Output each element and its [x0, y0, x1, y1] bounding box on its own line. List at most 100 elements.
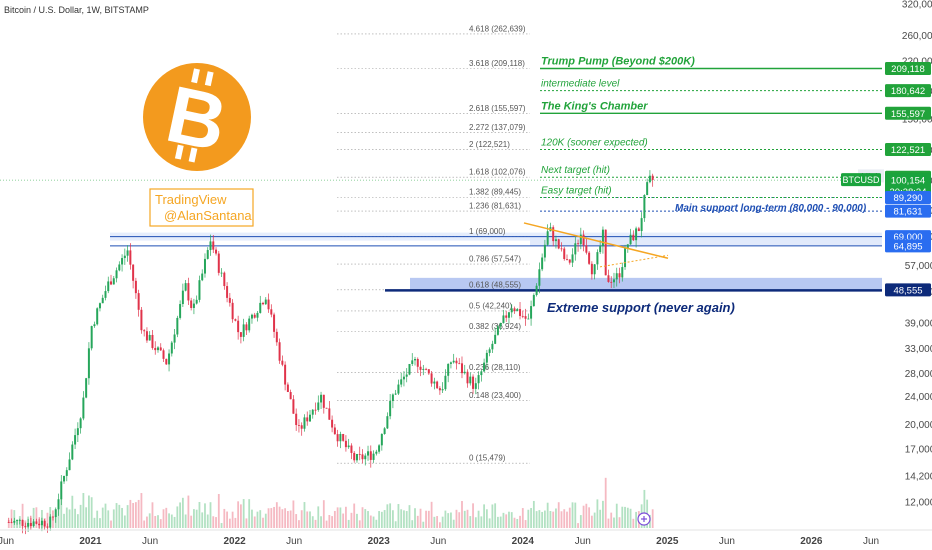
volume-bar — [104, 503, 107, 528]
candle-body — [397, 384, 400, 394]
candle-body — [436, 381, 439, 389]
candle-body — [74, 435, 77, 445]
candle-body — [599, 246, 602, 253]
candle-body — [347, 445, 350, 448]
candle — [557, 238, 560, 250]
volume-bar — [347, 519, 350, 528]
volume-bar — [358, 520, 361, 528]
volume-bar — [96, 510, 99, 528]
candle-body — [333, 427, 336, 435]
candle — [648, 170, 651, 184]
volume-bar — [209, 502, 212, 528]
volume-bar — [32, 507, 35, 528]
volume-bar — [546, 502, 549, 528]
volume-bar — [322, 500, 325, 528]
candle — [320, 391, 323, 409]
candle — [554, 235, 557, 249]
candle-body — [339, 434, 342, 442]
candle — [521, 310, 524, 319]
candle-body — [21, 519, 24, 526]
chart-title: Bitcoin / U.S. Dollar, 1W, BITSTAMP — [4, 5, 149, 15]
volume-bar — [422, 521, 425, 528]
volume-bar — [433, 516, 436, 528]
candle — [507, 311, 510, 324]
candle — [416, 357, 419, 373]
candle — [615, 267, 618, 287]
candle — [643, 194, 646, 222]
candle — [402, 371, 405, 387]
candle — [101, 294, 104, 304]
candle — [228, 292, 231, 307]
candle — [96, 307, 99, 326]
candle — [234, 318, 237, 322]
candle-body — [383, 428, 386, 434]
candle-body — [400, 379, 403, 385]
candle — [436, 380, 439, 390]
volume-bar — [267, 508, 270, 528]
candle-body — [65, 470, 68, 476]
volume-bar — [148, 513, 151, 528]
volume-bar — [90, 497, 93, 528]
candle — [264, 297, 267, 305]
tag-48555: 48,555 — [893, 285, 922, 296]
candle-body — [615, 273, 618, 280]
candle-body — [85, 378, 88, 398]
tag-64895: 64,895 — [893, 241, 922, 252]
volume-bar — [317, 506, 320, 528]
y-tick-label: 24,000 — [905, 392, 932, 403]
volume-bar — [380, 511, 383, 528]
candle-body — [427, 369, 430, 374]
candle-body — [96, 308, 99, 325]
candle — [369, 445, 372, 468]
candle — [604, 229, 607, 276]
candle — [63, 475, 66, 484]
candle — [267, 293, 270, 313]
candle-body — [568, 259, 571, 263]
candle-body — [151, 334, 154, 348]
candle — [190, 297, 193, 311]
candle — [331, 415, 334, 433]
candle — [24, 522, 27, 535]
volume-bar — [389, 503, 392, 528]
volume-bar — [491, 504, 494, 528]
volume-bar — [593, 512, 596, 528]
extreme-support-label: Extreme support (never again) — [547, 300, 735, 315]
candle — [184, 280, 187, 292]
candle-body — [624, 248, 627, 268]
candle-body — [350, 445, 353, 453]
volume-bar — [502, 512, 505, 528]
volume-bar — [392, 510, 394, 528]
volume-bar — [560, 511, 563, 528]
candle — [187, 277, 190, 306]
volume-bar — [624, 506, 626, 528]
volume-bar — [251, 509, 253, 528]
fib-label: 1.382 (89,445) — [469, 188, 521, 197]
candle-body — [173, 334, 176, 343]
candle — [203, 253, 206, 278]
candle-body — [452, 360, 455, 363]
candle — [469, 372, 472, 386]
volume-bar — [112, 509, 115, 528]
fib-label: 2 (122,521) — [469, 140, 510, 149]
volume-bar — [416, 515, 419, 528]
candle-body — [566, 259, 569, 260]
candle — [389, 393, 392, 420]
bitcoin-logo-icon: B — [143, 63, 251, 171]
volume-bar — [220, 523, 223, 528]
y-tick-label: 17,000 — [905, 444, 932, 455]
volume-bar — [65, 507, 68, 528]
candle — [140, 307, 143, 334]
candle — [491, 340, 494, 353]
candle — [394, 389, 397, 396]
candle-body — [325, 407, 328, 409]
volume-bar — [615, 503, 618, 528]
candle-body — [176, 317, 179, 335]
volume-bar — [516, 518, 519, 528]
candle-body — [112, 278, 115, 285]
volume-bar — [541, 511, 544, 528]
x-tick-label: 2021 — [79, 536, 102, 547]
candle-body — [245, 324, 248, 331]
add-indicator-icon[interactable] — [637, 512, 651, 526]
candle-body — [170, 342, 173, 354]
candle-body — [38, 523, 41, 526]
